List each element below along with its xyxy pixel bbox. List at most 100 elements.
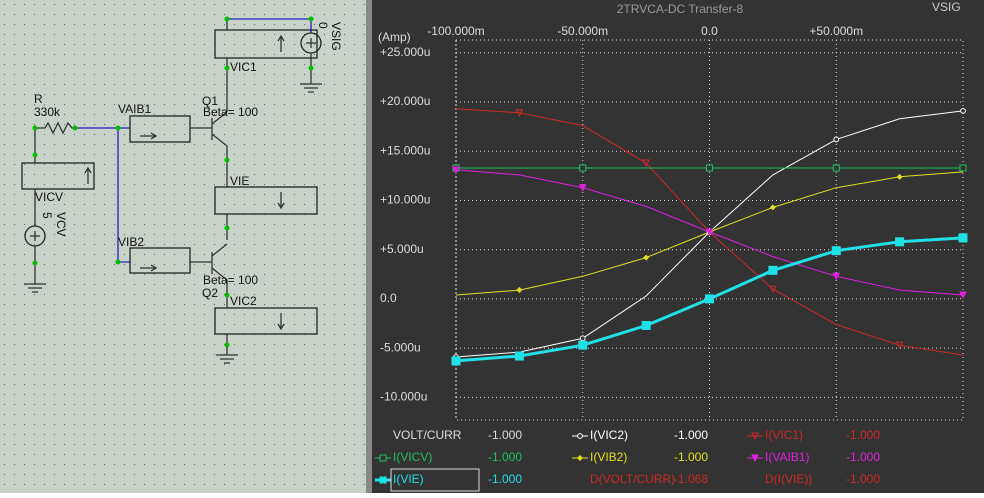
legend-marker	[379, 476, 387, 484]
label: VSIG	[329, 22, 343, 51]
point	[769, 285, 777, 294]
label: VIE	[230, 174, 249, 188]
schematic-bg	[0, 0, 366, 493]
point	[896, 173, 903, 180]
point	[895, 341, 904, 350]
point	[579, 164, 587, 172]
legend-marker	[751, 432, 759, 441]
y-tick-label: -5.000u	[380, 340, 421, 354]
y-tick-label: 0.0	[380, 291, 397, 305]
readout-value: -1.000	[846, 472, 880, 486]
meter-vicv	[21, 162, 95, 190]
point	[642, 159, 650, 168]
source	[24, 225, 46, 247]
y-tick-label: +20.000u	[380, 94, 430, 108]
point	[958, 233, 968, 243]
plot-panel	[372, 0, 984, 493]
point	[578, 340, 588, 350]
legend-label: I(VAIB1)	[765, 450, 809, 464]
label: VICV	[35, 190, 63, 204]
point	[833, 136, 840, 143]
point	[959, 291, 967, 300]
point	[768, 265, 778, 275]
point	[578, 184, 587, 192]
readout-value: -1.068	[674, 472, 708, 486]
label: VIC1	[230, 60, 257, 74]
legend-label: I(VIC2)	[590, 428, 628, 442]
plot-frame	[455, 39, 964, 421]
readout-value: -1.000	[488, 472, 522, 486]
readout-value: -1.000	[674, 450, 708, 464]
legend-focus[interactable]	[390, 468, 480, 492]
readout-value: -1.000	[846, 428, 880, 442]
legend-label: I(VICV)	[393, 450, 432, 464]
x-tick-label: 0.0	[701, 24, 718, 38]
corner-label: VSIG	[932, 0, 961, 14]
y-tick-label: +10.000u	[380, 193, 430, 207]
label: Beta= 100	[203, 105, 258, 119]
readout-label: VOLT/CURR	[393, 428, 462, 442]
x-tick-label: +50.000m	[809, 24, 863, 38]
legend-label: I(VIE)	[393, 472, 424, 486]
point	[705, 228, 714, 237]
legend-label: I(VIC1)	[765, 428, 803, 442]
legend-label: I(VIB2)	[590, 450, 627, 464]
readout-value: -1.000	[488, 428, 522, 442]
y-tick-label: +25.000u	[380, 45, 430, 59]
chart: 2TRVCA-DC Transfer-8 VSIG (Amp) -100.000m -5…	[375, 0, 968, 492]
label: VAIB1	[118, 102, 151, 116]
transistor-q1	[140, 111, 228, 187]
source-sign	[30, 231, 40, 241]
y-unit: (Amp)	[378, 30, 411, 44]
point	[643, 254, 650, 261]
label: 0	[316, 22, 330, 29]
label: VIB2	[118, 235, 144, 249]
meter-vic2	[214, 307, 318, 335]
label: Q2	[202, 286, 218, 300]
chart-title: 2TRVCA-DC Transfer-8	[617, 2, 744, 16]
point	[515, 109, 524, 117]
readout-label: D(I(VIE))	[765, 472, 812, 486]
nodes	[32, 16, 314, 348]
point	[960, 107, 966, 114]
point	[451, 356, 461, 366]
point	[832, 164, 840, 172]
readout-value: -1.000	[674, 428, 708, 442]
label: Beta= 100	[203, 273, 258, 287]
point	[514, 351, 524, 361]
meter-vic1	[214, 29, 318, 59]
point	[831, 246, 841, 256]
point	[452, 166, 460, 175]
y-tick-label: +5.000u	[380, 242, 424, 256]
label: R	[34, 92, 43, 106]
legend-marker	[751, 454, 759, 463]
label: VIC2	[230, 294, 257, 308]
legend-marker	[379, 454, 387, 462]
label: 330k	[34, 105, 61, 119]
wire	[226, 19, 285, 112]
legend-marker	[577, 455, 583, 461]
meter-vib2	[129, 247, 191, 274]
readout-label: D(VOLT/CURR)	[590, 472, 675, 486]
point	[516, 287, 523, 294]
point	[705, 294, 714, 304]
point	[959, 164, 967, 172]
point	[832, 272, 841, 281]
splitter[interactable]	[366, 0, 372, 493]
x-tick-label: -100.000m	[427, 24, 484, 38]
point	[641, 320, 651, 330]
point	[895, 237, 905, 247]
label: VCV	[54, 212, 68, 237]
point	[706, 164, 713, 172]
x-tick-label: -50.000m	[557, 24, 608, 38]
y-tick-label: -10.000u	[380, 390, 427, 404]
arrow	[277, 313, 285, 331]
meter-vaib1	[129, 115, 191, 143]
point	[769, 204, 776, 211]
readout-value: -1.000	[488, 450, 522, 464]
y-tick-label: +15.000u	[380, 143, 430, 157]
point	[579, 335, 586, 342]
label: Q1	[202, 94, 218, 108]
schematic: VSIG 0 VIC1 R 330k VAIB1 Q1 Beta= 100 VI…	[0, 0, 372, 493]
